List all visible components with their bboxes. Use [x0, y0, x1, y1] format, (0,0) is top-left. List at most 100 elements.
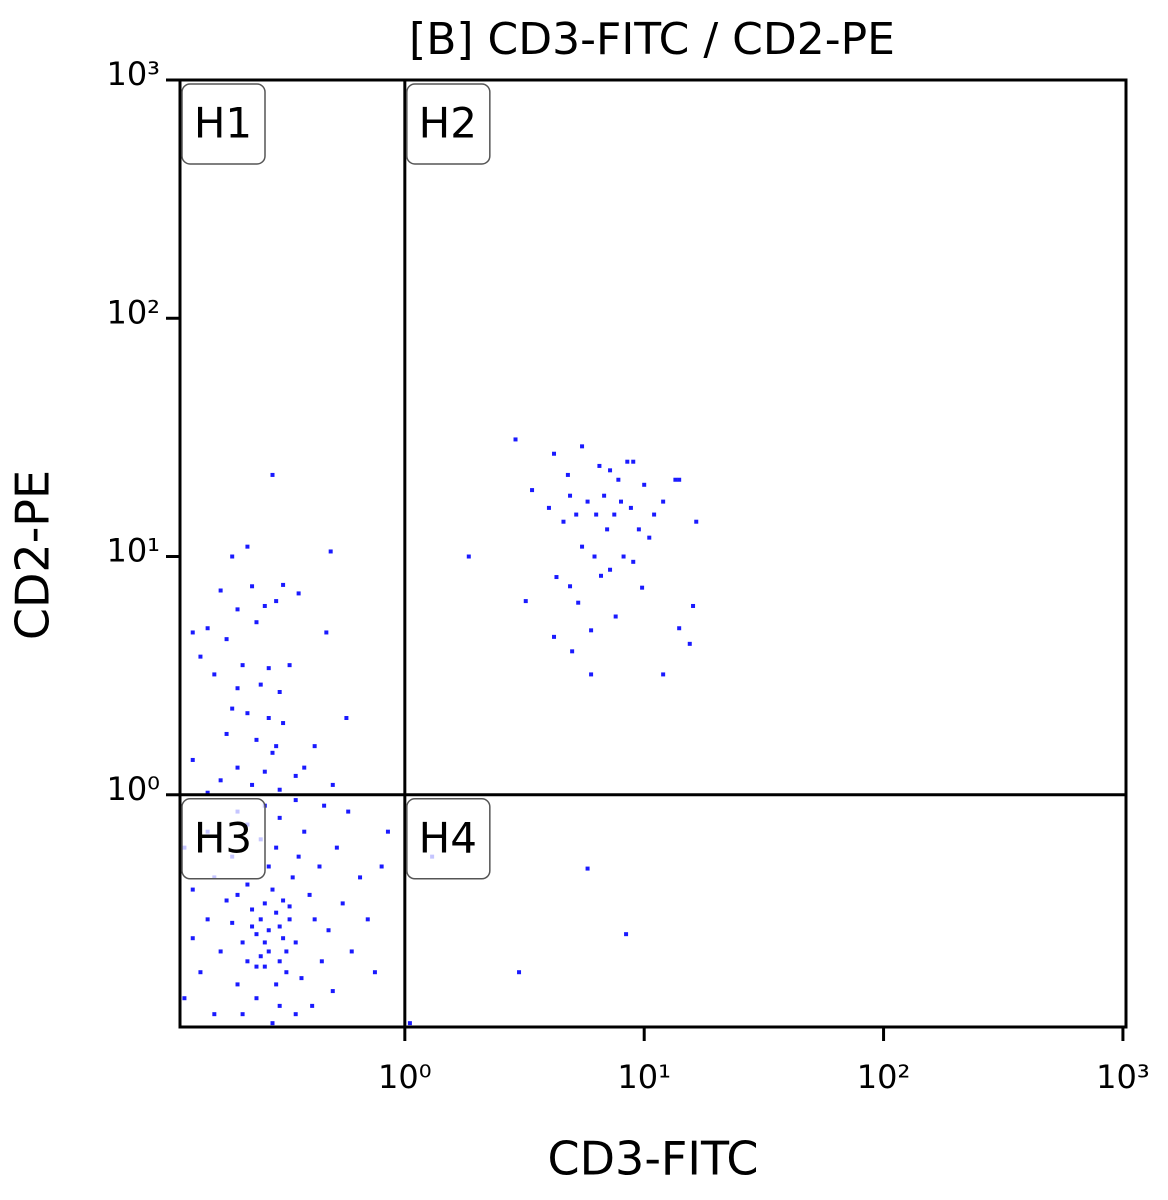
data-point	[296, 591, 301, 596]
data-point	[585, 866, 590, 871]
data-point	[619, 499, 624, 504]
data-point	[561, 519, 566, 524]
data-point	[694, 519, 699, 524]
data-point	[266, 864, 271, 869]
data-point	[340, 901, 345, 906]
data-point	[687, 641, 692, 646]
data-point	[281, 582, 286, 587]
data-point	[307, 892, 312, 897]
data-point	[205, 790, 210, 795]
data-point	[293, 940, 298, 945]
data-point	[568, 493, 573, 498]
data-point	[277, 787, 282, 792]
data-point	[597, 463, 602, 468]
data-point	[284, 970, 289, 975]
quadrant-label: H4	[419, 813, 477, 862]
data-point	[190, 887, 195, 892]
data-point	[346, 809, 351, 814]
data-point	[270, 1021, 275, 1026]
data-point	[281, 898, 286, 903]
data-point	[330, 989, 335, 994]
data-point	[235, 765, 240, 770]
data-point	[182, 996, 187, 1001]
data-point	[349, 949, 354, 954]
data-point	[326, 928, 331, 933]
data-point	[277, 689, 282, 694]
data-point	[277, 959, 282, 964]
data-point	[589, 628, 594, 633]
data-point	[334, 845, 339, 850]
data-point	[513, 437, 518, 442]
plot-frame	[178, 78, 1128, 1029]
data-point	[198, 970, 203, 975]
data-point	[258, 917, 263, 922]
data-point	[589, 672, 594, 677]
data-point	[266, 716, 271, 721]
data-point	[266, 949, 271, 954]
data-point	[365, 917, 370, 922]
data-point	[218, 588, 223, 593]
data-point	[312, 917, 317, 922]
data-point	[293, 798, 298, 803]
data-point	[262, 769, 267, 774]
data-point	[218, 949, 223, 954]
data-point	[230, 554, 235, 559]
data-point	[270, 750, 275, 755]
data-point	[302, 765, 307, 770]
data-point	[235, 892, 240, 897]
data-point	[254, 932, 259, 937]
data-point	[235, 686, 240, 691]
data-point	[212, 672, 217, 677]
data-point	[570, 649, 575, 654]
data-point	[523, 599, 528, 604]
data-point	[245, 711, 250, 716]
data-point	[552, 451, 557, 456]
data-point	[274, 910, 279, 915]
x-axis-label: CD3-FITC	[548, 1132, 759, 1186]
data-point	[212, 1012, 217, 1017]
data-point	[245, 544, 250, 549]
data-point	[224, 637, 229, 642]
data-point	[245, 959, 250, 964]
chart-title: [B] CD3-FITC / CD2-PE	[409, 14, 895, 65]
data-point	[592, 554, 597, 559]
data-point	[296, 854, 301, 859]
data-point	[602, 493, 607, 498]
data-point	[230, 920, 235, 925]
data-point	[254, 620, 259, 625]
data-point	[254, 996, 259, 1001]
data-point	[565, 472, 570, 477]
data-point	[317, 864, 322, 869]
data-point	[240, 1012, 245, 1017]
quadrant-label-box	[181, 798, 266, 880]
data-point	[293, 1012, 298, 1017]
quadrant-label-box	[181, 83, 266, 165]
data-point	[190, 630, 195, 635]
data-point	[568, 584, 573, 589]
data-point	[270, 887, 275, 892]
data-point	[661, 672, 666, 677]
data-point	[594, 512, 599, 517]
data-point	[281, 936, 286, 941]
data-point	[258, 954, 263, 959]
data-point	[652, 512, 657, 517]
data-point	[319, 959, 324, 964]
data-point	[312, 744, 317, 749]
data-point	[198, 654, 203, 659]
data-point	[552, 634, 557, 639]
data-point	[262, 901, 267, 906]
data-point	[274, 845, 279, 850]
data-point	[344, 716, 349, 721]
y-tick-label: 10¹	[106, 532, 160, 570]
data-point	[235, 982, 240, 987]
data-point	[274, 982, 279, 987]
data-point	[608, 567, 613, 572]
data-point	[605, 527, 610, 532]
data-point	[250, 584, 255, 589]
data-point	[287, 917, 292, 922]
data-point	[580, 544, 585, 549]
data-point	[245, 882, 250, 887]
data-point	[642, 482, 647, 487]
data-point	[613, 614, 618, 619]
